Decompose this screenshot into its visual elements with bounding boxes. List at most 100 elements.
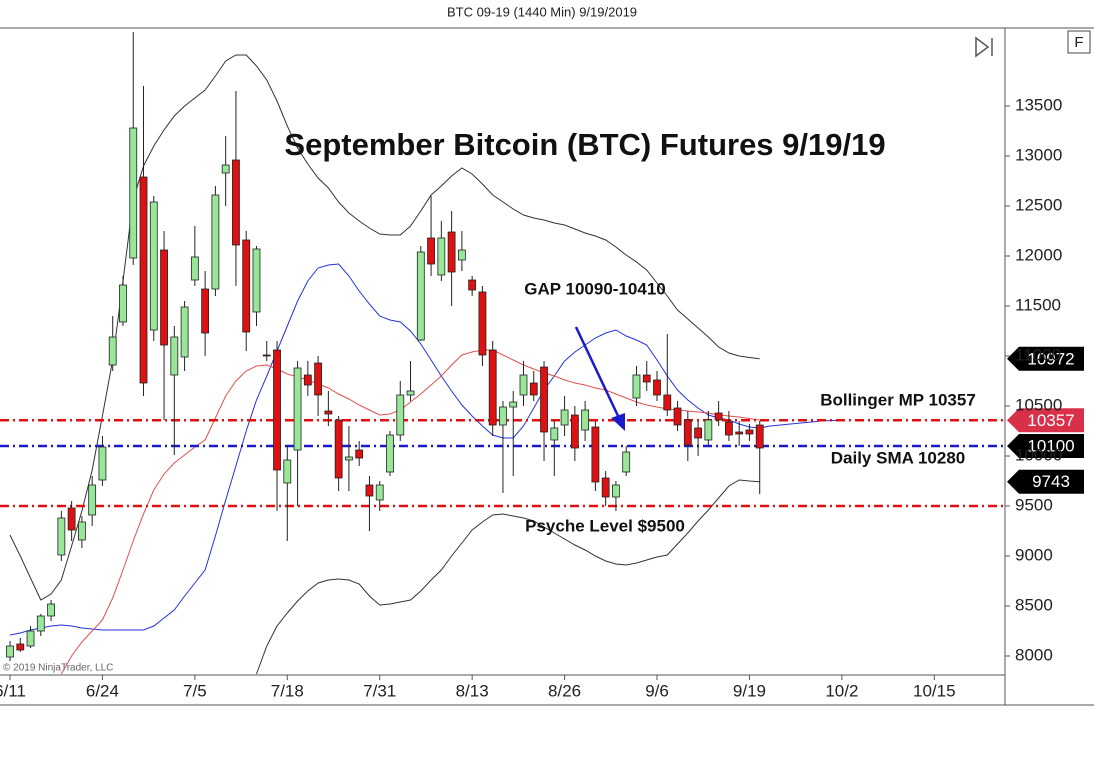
chart-title: September Bitcoin (BTC) Futures 9/19/19: [284, 127, 885, 162]
candle-body: [160, 249, 168, 346]
price-label-box: [1007, 469, 1084, 494]
y-tick-label: 9000: [1015, 545, 1053, 564]
price-label: 10100: [1027, 436, 1074, 455]
candle-body: [673, 407, 682, 426]
candle-body: [529, 382, 538, 396]
candle-body: [427, 237, 435, 265]
candle-body: [324, 410, 333, 415]
candle-body: [694, 427, 702, 439]
chart-header: BTC 09-19 (1440 Min) 9/19/2019: [447, 4, 637, 19]
candle-body: [139, 176, 148, 384]
price-label: 10357: [1027, 411, 1074, 430]
price-label: 10972: [1027, 349, 1074, 368]
y-tick-label: 8000: [1015, 645, 1053, 664]
candle-body: [745, 429, 754, 435]
candle-body: [77, 521, 86, 541]
x-tick-label: 9/19: [733, 681, 766, 700]
x-tick-label: 8/26: [548, 681, 581, 700]
candle-body: [601, 477, 610, 498]
candle-body: [334, 419, 343, 479]
candle-body: [488, 349, 497, 426]
candle-body: [437, 237, 446, 276]
candle-body: [447, 231, 456, 273]
annotation: GAP 10090-10410: [524, 279, 665, 298]
candle-body: [283, 459, 292, 484]
candle-body: [386, 434, 394, 473]
x-tick-label: 7/31: [363, 681, 396, 700]
candle-body: [468, 279, 477, 291]
price-label: 9743: [1032, 472, 1070, 491]
candle-body: [663, 394, 672, 411]
y-tick-label: 13500: [1015, 95, 1062, 114]
candle-body: [540, 366, 548, 433]
price-label-box: [1007, 434, 1084, 458]
indicator-line: [256, 479, 760, 675]
candle-body: [396, 394, 405, 436]
candle-body: [293, 367, 302, 451]
candle-body: [57, 517, 66, 556]
candle-body: [581, 409, 590, 431]
candle-body: [67, 507, 76, 531]
candle-body: [406, 390, 415, 396]
annotation: Bollinger MP 10357: [820, 390, 976, 409]
candle-body: [314, 362, 323, 396]
price-label-box: [1007, 346, 1084, 371]
candle-body: [129, 127, 138, 259]
button-label[interactable]: F: [1074, 34, 1083, 51]
overlay: September Bitcoin (BTC) Futures 9/19/19 …: [3, 30, 1091, 674]
candle-body: [345, 456, 353, 461]
candle-body: [714, 412, 723, 421]
y-tick-label: 12000: [1015, 245, 1062, 264]
candle-body: [232, 159, 240, 246]
x-tick-label: 10/15: [913, 681, 956, 700]
candle-body: [262, 354, 271, 357]
x-tick-label: 6/24: [86, 681, 119, 700]
candle-body: [149, 201, 158, 331]
candle-body: [16, 643, 25, 651]
y-tick-label: 12500: [1015, 195, 1062, 214]
indicator-line: [9, 263, 842, 636]
candle-body: [36, 615, 45, 632]
copyright: © 2019 NinjaTrader, LLC: [3, 663, 113, 674]
arrow-shaft: [574, 326, 621, 419]
x-tick-label: 9/6: [645, 681, 669, 700]
candle-body: [88, 484, 97, 516]
x-tick-label: 6/11: [0, 681, 26, 700]
candle-body: [704, 419, 713, 441]
candle-body: [478, 291, 487, 356]
y-tick-label: 13000: [1015, 145, 1062, 164]
x-tick-label: 8/13: [456, 681, 489, 700]
candle-body: [509, 401, 518, 408]
candle-body: [365, 484, 374, 497]
candle-body: [180, 306, 189, 358]
candle-body: [6, 645, 14, 658]
candle-body: [755, 424, 764, 449]
candle-body: [457, 249, 466, 261]
candle-body: [98, 446, 107, 481]
candle-body: [499, 406, 507, 426]
candle-body: [612, 484, 620, 498]
candle-body: [725, 421, 733, 436]
candle-body: [108, 336, 117, 366]
candle-body: [273, 349, 281, 471]
x-tick-label: 7/5: [183, 681, 207, 700]
candle-body: [242, 239, 251, 333]
candle-body: [119, 284, 127, 323]
scroll-end-icon[interactable]: [975, 36, 990, 58]
candle-body: [560, 409, 569, 426]
y-tick-label: 10000: [1015, 445, 1062, 464]
candle-body: [416, 251, 425, 341]
annotation: Psyche Level $9500: [525, 516, 685, 535]
candle-body: [570, 414, 579, 449]
candle-body: [211, 194, 220, 290]
candle-body: [375, 484, 384, 501]
candle-body: [201, 288, 210, 334]
button[interactable]: [1067, 30, 1091, 54]
indicator-line: [60, 349, 760, 675]
candle-body: [622, 451, 631, 473]
y-tick-label: 11000: [1015, 345, 1061, 364]
candle-body: [221, 164, 230, 174]
candle-body: [252, 248, 261, 313]
candle-body: [632, 374, 641, 399]
